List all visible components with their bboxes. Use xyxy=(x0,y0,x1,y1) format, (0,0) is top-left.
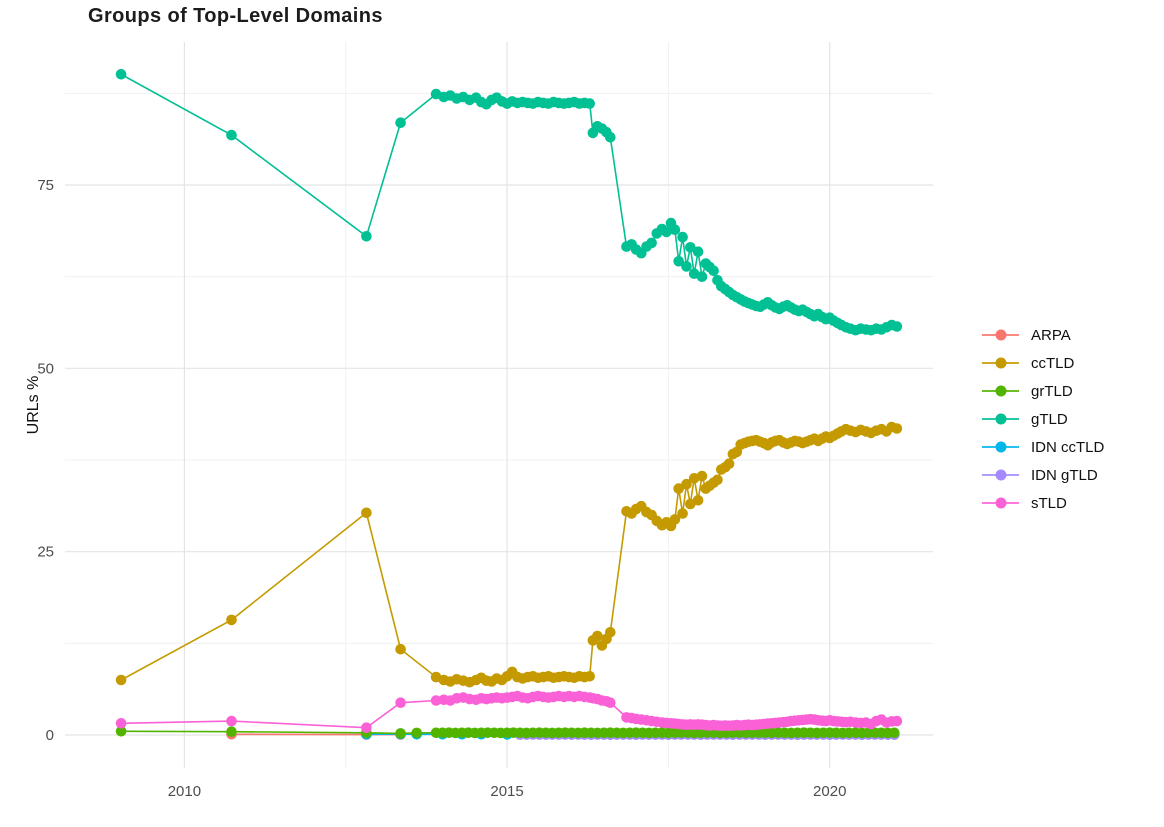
x-tick-label: 2010 xyxy=(168,783,201,800)
data-point-cctld xyxy=(584,671,595,682)
legend-label: gTLD xyxy=(1031,410,1068,428)
x-tick-label: 2020 xyxy=(813,783,846,800)
axis-tick-labels: 0 25 50 75 2010 2015 2020 xyxy=(37,177,846,800)
data-point-stld xyxy=(115,718,127,729)
legend-key-idn-gtld xyxy=(982,469,1019,482)
data-point-cctld xyxy=(605,627,616,638)
data-point-gtld xyxy=(646,237,657,249)
legend-item-cctld: ccTLD xyxy=(982,349,1104,377)
data-point-cctld xyxy=(115,674,127,686)
data-point-gtld xyxy=(115,69,127,80)
data-point-grtld xyxy=(395,728,406,739)
legend-key-idn-cctld xyxy=(982,441,1019,454)
point-marker-icon xyxy=(995,329,1006,341)
legend-label: sTLD xyxy=(1031,494,1067,512)
point-marker-icon xyxy=(995,413,1006,425)
data-point-gtld xyxy=(692,246,704,257)
data-point-cctld xyxy=(696,470,708,482)
legend-key-arpa xyxy=(982,329,1019,342)
point-marker-icon xyxy=(995,497,1006,509)
data-point-cctld xyxy=(677,508,688,519)
data-point-gtld xyxy=(685,242,696,253)
legend-item-gtld: gTLD xyxy=(982,405,1104,433)
y-tick-label: 75 xyxy=(37,177,54,194)
gridlines-major xyxy=(65,42,933,768)
legend-label: ARPA xyxy=(1031,326,1071,344)
point-marker-icon xyxy=(995,469,1006,481)
y-tick-label: 50 xyxy=(37,360,54,377)
data-point-gtld xyxy=(226,129,237,141)
series-stld xyxy=(115,690,903,733)
gridlines-minor xyxy=(65,42,933,768)
legend-label: ccTLD xyxy=(1031,354,1075,372)
plot-svg: 0 25 50 75 2010 2015 2020 xyxy=(37,42,933,800)
legend-label: IDN ccTLD xyxy=(1031,438,1105,456)
legend-item-idn-cctld: IDN ccTLD xyxy=(982,433,1104,461)
legend-item-idn-gtld: IDN gTLD xyxy=(982,461,1104,489)
data-point-cctld xyxy=(669,514,681,525)
data-point-stld xyxy=(891,715,903,727)
data-point-gtld xyxy=(673,255,684,267)
data-point-gtld xyxy=(677,231,688,243)
data-point-cctld xyxy=(395,643,406,655)
data-point-cctld xyxy=(673,483,684,494)
point-marker-icon xyxy=(995,357,1006,369)
data-point-gtld xyxy=(584,98,595,109)
data-point-grtld xyxy=(411,727,423,739)
data-point-gtld xyxy=(361,231,372,242)
data-point-cctld xyxy=(692,495,704,506)
data-point-cctld xyxy=(712,474,723,486)
series-line-cctld xyxy=(120,426,898,684)
data-point-cctld xyxy=(723,458,735,470)
data-point-stld xyxy=(395,697,406,708)
legend-label: grTLD xyxy=(1031,382,1073,400)
data-point-gtld xyxy=(696,271,708,283)
point-marker-icon xyxy=(995,441,1006,453)
data-point-gtld xyxy=(661,226,672,238)
data-point-stld xyxy=(605,697,616,708)
data-point-grtld xyxy=(226,726,237,737)
data-point-gtld xyxy=(605,132,616,143)
chart-title: Groups of Top-Level Domains xyxy=(88,5,383,27)
data-point-gtld xyxy=(708,265,719,277)
legend-item-stld: sTLD xyxy=(982,489,1104,517)
data-point-stld xyxy=(430,695,442,706)
data-point-gtld xyxy=(669,224,681,235)
legend-key-stld xyxy=(982,497,1019,510)
legend-item-grtld: grTLD xyxy=(982,377,1104,405)
data-point-stld xyxy=(226,715,237,727)
series-line-gtld xyxy=(120,73,898,332)
legend-label: IDN gTLD xyxy=(1031,466,1098,484)
data-point-gtld xyxy=(681,261,692,272)
data-point-grtld xyxy=(115,726,127,737)
x-tick-label: 2015 xyxy=(490,783,523,800)
y-tick-label: 25 xyxy=(37,544,54,561)
data-point-gtld xyxy=(395,117,406,128)
series-gtld xyxy=(115,69,903,336)
data-point-cctld xyxy=(361,507,372,519)
legend: ARPA ccTLD grTLD gTLD IDN ccTLD IDN gTLD… xyxy=(982,321,1104,517)
legend-key-cctld xyxy=(982,357,1019,370)
legend-key-gtld xyxy=(982,413,1019,426)
data-point-cctld xyxy=(226,614,237,626)
data-point-grtld xyxy=(889,727,900,739)
y-tick-label: 0 xyxy=(46,727,54,744)
point-marker-icon xyxy=(995,385,1006,397)
legend-item-arpa: ARPA xyxy=(982,321,1104,349)
series-cctld xyxy=(115,421,903,688)
data-point-cctld xyxy=(891,423,903,434)
data-point-cctld xyxy=(681,478,692,490)
data-point-stld xyxy=(361,722,372,733)
data-point-gtld xyxy=(891,321,903,332)
legend-key-grtld xyxy=(982,385,1019,398)
data-point-cctld xyxy=(592,630,603,642)
